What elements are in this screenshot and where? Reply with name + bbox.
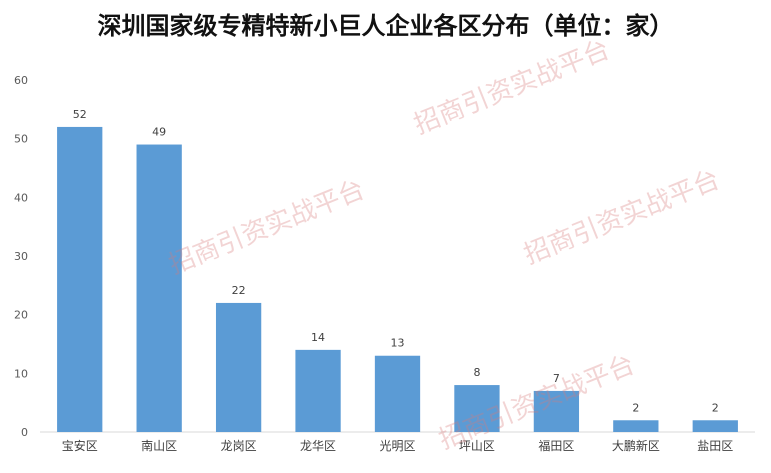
y-tick-label: 20: [14, 309, 28, 322]
y-tick-label: 0: [21, 426, 28, 439]
watermark: 招商引资实战平台: [410, 35, 614, 141]
x-tick-label: 福田区: [538, 438, 574, 453]
data-label: 2: [632, 401, 639, 414]
data-label: 7: [553, 372, 560, 385]
bar: [57, 126, 103, 432]
y-tick-label: 60: [14, 74, 28, 87]
x-tick-label: 宝安区: [62, 438, 98, 453]
data-label: 8: [473, 366, 480, 379]
data-label: 14: [311, 331, 325, 344]
x-tick-label: 大鹏新区: [612, 438, 660, 453]
x-tick-label: 龙岗区: [221, 439, 257, 453]
bar: [454, 385, 500, 432]
watermark: 招商引资实战平台: [520, 165, 724, 271]
bar: [692, 420, 738, 432]
watermark: 招商引资实战平台: [165, 175, 369, 281]
x-tick-label: 龙华区: [300, 439, 336, 453]
bar: [295, 349, 341, 432]
data-label: 22: [232, 284, 246, 297]
x-tick-label: 南山区: [141, 438, 177, 453]
data-label: 2: [712, 401, 719, 414]
chart-title: 深圳国家级专精特新小巨人企业各区分布（单位：家）: [97, 12, 674, 40]
y-tick-label: 30: [14, 250, 28, 263]
x-tick-label: 光明区: [379, 439, 415, 453]
data-label: 13: [391, 337, 405, 350]
bar: [533, 390, 580, 432]
bar: [215, 302, 262, 432]
y-tick-label: 10: [14, 367, 28, 380]
bar: [374, 355, 421, 432]
data-label: 49: [152, 126, 166, 139]
x-tick-label: 盐田区: [697, 439, 733, 453]
bar: [613, 420, 659, 432]
y-tick-label: 40: [14, 191, 28, 204]
y-tick-label: 50: [14, 133, 28, 146]
data-label: 52: [73, 108, 87, 121]
bar: [136, 144, 182, 433]
x-tick-label: 坪山区: [459, 439, 495, 453]
